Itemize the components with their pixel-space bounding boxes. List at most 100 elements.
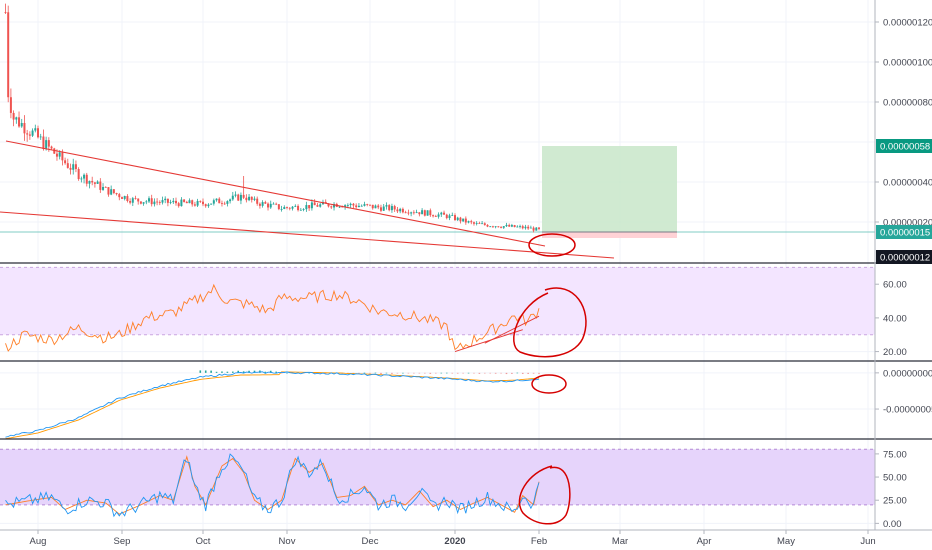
candle-body — [134, 198, 137, 200]
candle-body — [242, 194, 245, 198]
candle-body — [363, 204, 366, 206]
macd-signal-line — [5, 371, 540, 440]
candle-body — [505, 224, 508, 227]
candle-body — [261, 202, 264, 206]
candle-body — [310, 202, 313, 209]
price-tag — [876, 225, 932, 239]
candle-body — [445, 214, 448, 219]
candle-body — [388, 205, 391, 211]
candle-body — [156, 201, 159, 203]
candle-body — [191, 200, 194, 205]
candle-body — [234, 194, 237, 196]
candle-body — [166, 198, 169, 203]
macd-histogram-bar — [527, 372, 529, 374]
candle-body — [4, 12, 7, 13]
axis-tick-label: 20.00 — [883, 347, 907, 358]
macd-histogram-bar — [199, 370, 202, 373]
macd-histogram-bar — [319, 372, 321, 374]
candle-body — [74, 164, 77, 170]
candle-body — [258, 203, 261, 206]
candle-body — [23, 122, 26, 134]
annotation-circle — [513, 287, 587, 358]
candle-body — [218, 198, 221, 204]
macd-histogram-bar — [204, 370, 207, 373]
candle-body — [12, 112, 15, 120]
candle-body — [344, 205, 347, 208]
candle-body — [390, 206, 393, 211]
macd-histogram-bar — [324, 372, 327, 374]
candle-body — [172, 200, 175, 203]
candle-body — [527, 226, 530, 229]
candle-body — [349, 203, 352, 206]
candle-body — [472, 222, 475, 224]
candle-body — [429, 210, 432, 216]
rsi-band — [0, 267, 875, 335]
candle-body — [229, 199, 232, 202]
macd-histogram-bar — [226, 371, 229, 373]
axis-tick-label: 0.00 — [883, 519, 902, 530]
macd-histogram-bar — [237, 370, 240, 373]
macd-histogram-bar — [242, 371, 245, 373]
candle-body — [193, 204, 196, 206]
time-tick-label: 2020 — [444, 536, 465, 547]
macd-histogram-bar — [396, 372, 399, 374]
candle-body — [20, 122, 23, 127]
candle-body — [316, 205, 319, 207]
candle-body — [250, 196, 253, 200]
candle-body — [185, 201, 188, 204]
candle-body — [199, 201, 202, 202]
candle-body — [338, 206, 341, 208]
macd-histogram-bar — [308, 372, 310, 374]
macd-histogram-bar — [358, 372, 360, 374]
axis-tick-label: 75.00 — [883, 449, 907, 460]
candle-body — [37, 128, 39, 138]
candle-body — [277, 204, 280, 210]
candle-body — [85, 174, 88, 184]
candle-body — [297, 205, 300, 211]
axis-tick-label: 60.00 — [883, 280, 907, 291]
candle-body — [470, 221, 473, 223]
time-tick-label: Nov — [279, 536, 296, 547]
candle-body — [210, 203, 213, 205]
candle-body — [158, 202, 161, 203]
candle-body — [432, 215, 435, 217]
candle-body — [39, 136, 42, 138]
candle-body — [483, 223, 486, 225]
candle-body — [308, 205, 311, 209]
candle-body — [437, 214, 440, 217]
candle-body — [456, 217, 459, 221]
candle-body — [502, 226, 505, 228]
candle-body — [399, 208, 402, 212]
axis-tick-label: 0.00000120 — [883, 18, 932, 29]
macd-histogram-bar — [280, 372, 283, 374]
candle-body — [148, 198, 150, 202]
annotations[interactable] — [513, 233, 587, 525]
annotation-circle — [528, 233, 576, 257]
candle-body — [327, 203, 330, 207]
panel-separators — [0, 0, 932, 531]
price-axis: 0.00000120 0.00000100 0.00000080 0.00000040… — [875, 18, 932, 530]
price-tag-label: 0.00000012 — [880, 253, 930, 264]
candle-body — [494, 226, 497, 228]
candle-body — [385, 205, 388, 207]
candle-body — [396, 209, 399, 212]
candle-body — [491, 226, 494, 228]
candle-body — [283, 207, 286, 209]
candle-body — [121, 197, 123, 199]
time-tick-label: Feb — [531, 536, 547, 547]
candle-body — [377, 205, 380, 208]
axis-tick-label: 40.00 — [883, 313, 907, 324]
macd-histogram-bar — [215, 371, 218, 373]
trendlines[interactable] — [0, 140, 615, 259]
position-box[interactable] — [542, 146, 677, 238]
stoch-d-line — [5, 455, 540, 515]
stoch-band — [0, 449, 875, 505]
candle-body — [226, 201, 229, 204]
time-tick-label: May — [777, 536, 795, 547]
price-tags: 0.00000058 0.00000015 0.00000012 — [876, 139, 932, 264]
candle-body — [110, 189, 113, 195]
time-tick-label: Mar — [612, 536, 628, 547]
candle-body — [31, 130, 34, 136]
candle-body — [88, 180, 91, 184]
